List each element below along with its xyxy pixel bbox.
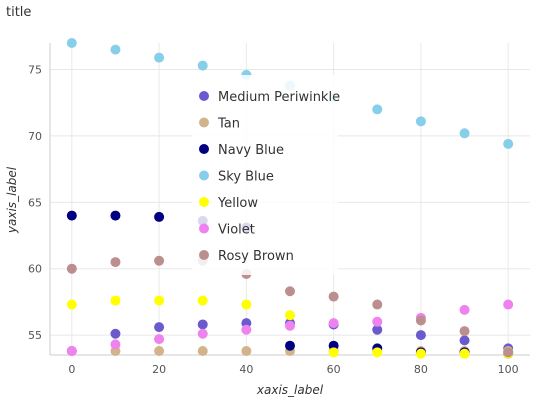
data-point [372,316,383,327]
data-point [197,295,208,306]
data-point [459,335,470,346]
y-tick-label: 60 [28,263,42,276]
data-point [154,295,165,306]
data-point [285,340,295,351]
legend-marker [199,170,209,181]
data-point [197,319,208,330]
legend-marker [199,91,209,101]
series-layer [66,38,514,359]
legend-marker [199,197,209,207]
data-point [415,315,426,326]
data-point [110,328,121,339]
data-point [197,328,208,339]
data-point [372,324,383,335]
legend-marker [199,117,209,128]
data-point [154,346,165,357]
grid-layer [50,43,530,355]
x-tick-label: 20 [152,363,166,376]
legend-label: Violet [218,223,255,238]
y-tick-label: 75 [28,64,42,77]
data-point [154,52,165,63]
data-point [415,330,426,341]
data-point [66,38,77,48]
legend-marker [199,144,209,154]
data-point [110,210,121,221]
tick-layer: 55 60 65 70 75 0 20 40 60 80 100 [28,64,519,376]
data-point [241,299,252,310]
data-point [66,346,77,357]
data-point [372,299,383,310]
data-point [415,348,426,359]
data-point [503,347,514,358]
legend: Medium Periwinkle Tan Navy Blue Sky Blue Yel… [192,75,340,275]
data-point [459,348,470,359]
data-point [66,263,77,274]
legend-marker [199,223,209,234]
legend-label: Yellow [217,196,258,211]
data-point [66,299,77,310]
data-point [459,304,470,315]
data-point [459,326,470,337]
data-point [285,310,295,321]
data-point [459,128,470,139]
legend-marker [199,250,209,260]
data-point [503,138,514,149]
data-point [197,346,208,357]
data-point [328,318,339,329]
data-point [197,60,208,71]
data-point [110,257,121,268]
y-tick-label: 65 [28,196,42,209]
data-point [66,210,77,221]
y-tick-label: 55 [28,329,42,342]
data-point [328,347,339,358]
y-tick-label: 70 [28,130,42,143]
data-point [241,346,252,357]
legend-label: Navy Blue [218,143,284,158]
legend-label: Sky Blue [218,170,274,185]
x-axis-title: xaxis_label [256,383,324,397]
data-point [154,211,165,222]
legend-label: Medium Periwinkle [218,90,340,105]
x-tick-label: 100 [498,363,519,376]
data-point [241,324,252,335]
y-axis-title: yaxis_label [5,166,19,234]
legend-label: Tan [217,117,240,132]
legend-label: Rosy Brown [218,249,294,264]
data-point [285,286,295,297]
x-tick-label: 60 [327,363,341,376]
data-point [154,322,165,333]
data-point [154,334,165,345]
legend-box [192,75,338,275]
data-point [110,295,121,306]
data-point [372,104,383,115]
data-point [372,347,383,358]
data-point [110,44,121,55]
data-point [328,291,339,302]
data-point [415,116,426,127]
data-point [503,299,514,310]
x-tick-label: 0 [68,363,75,376]
x-tick-label: 40 [239,363,253,376]
x-tick-label: 80 [414,363,428,376]
data-point [285,320,295,331]
data-point [110,339,121,350]
chart-title: title [6,5,31,20]
data-point [154,255,165,266]
